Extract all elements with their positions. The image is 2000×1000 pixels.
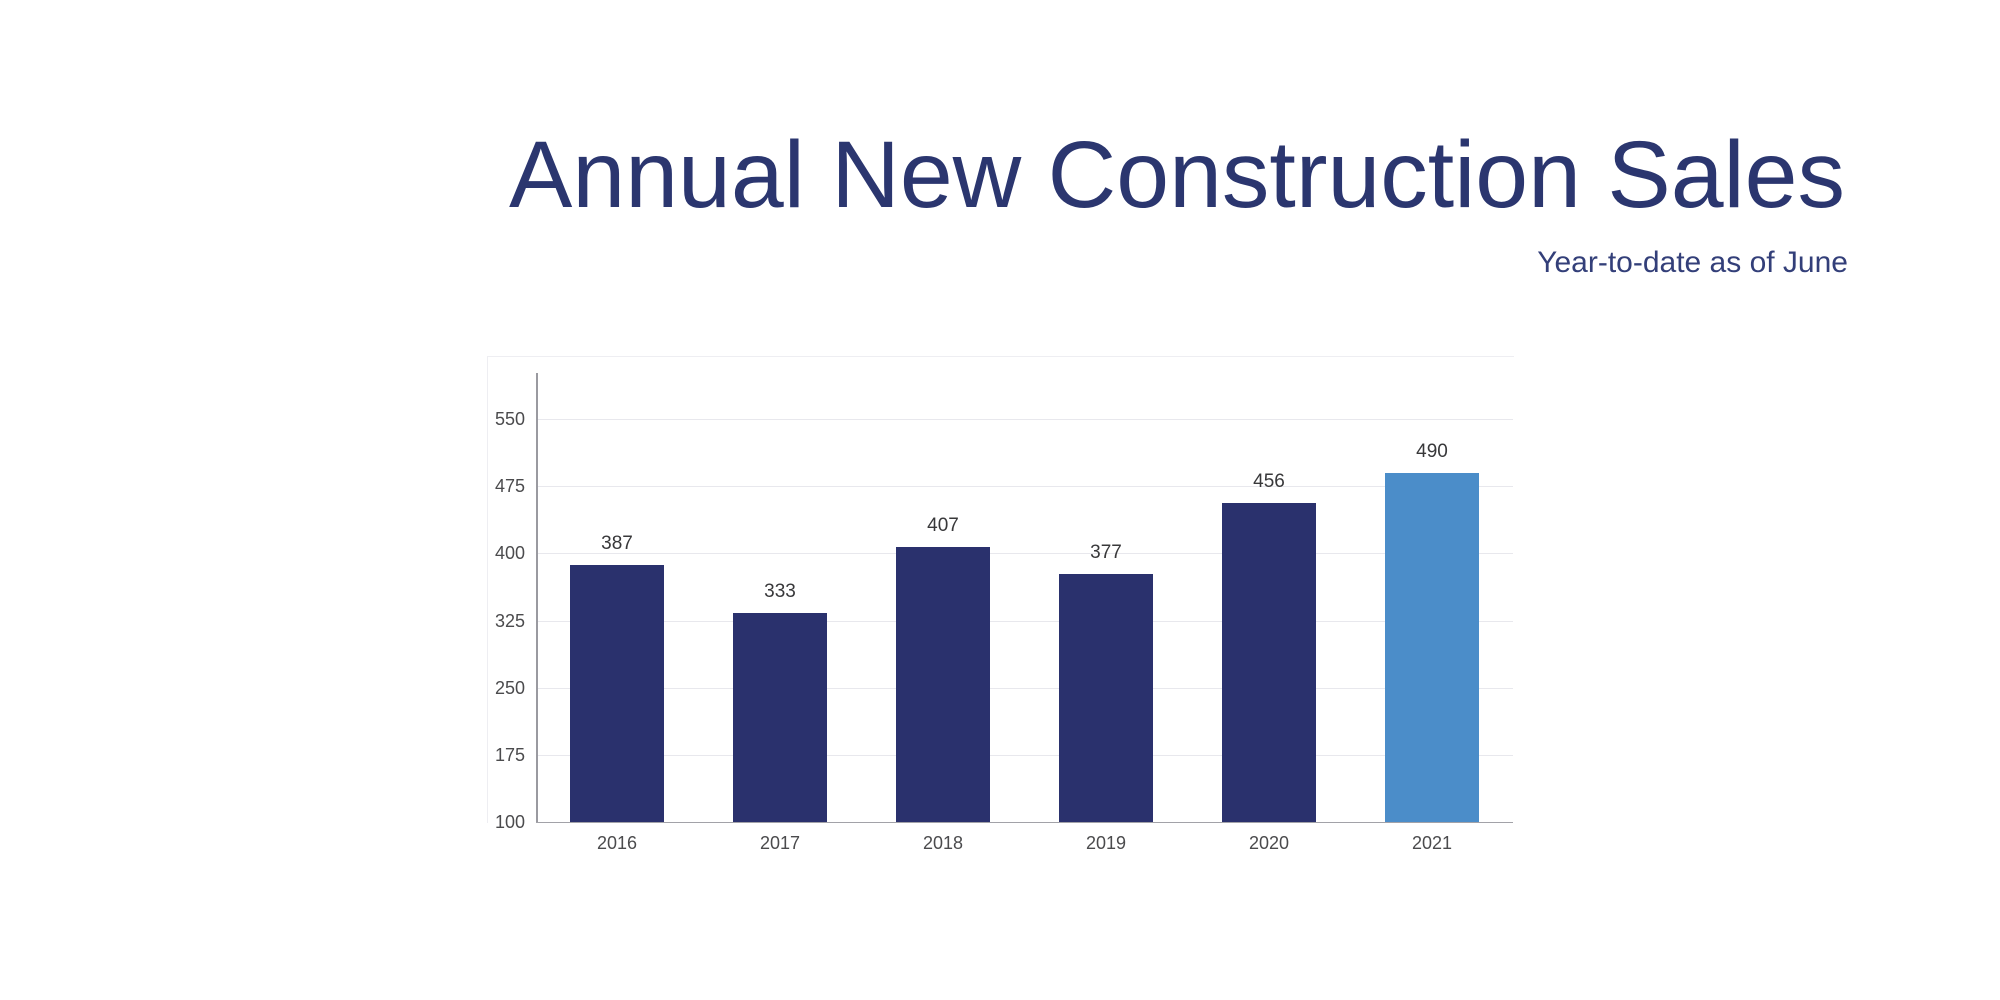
y-axis-tick-label: 250: [494, 678, 525, 698]
bar-2021: [1385, 473, 1479, 822]
y-axis-tick-label: 550: [494, 409, 525, 429]
gridline: [536, 486, 1513, 487]
x-axis-label: 2016: [596, 833, 638, 853]
bar-2020: [1222, 503, 1316, 822]
plot-frame-artifact: [487, 356, 1514, 823]
x-axis-line: [536, 822, 1513, 823]
x-axis-label: 2020: [1248, 833, 1290, 853]
bar-value-label: 387: [601, 533, 633, 554]
y-axis-tick-label: 475: [494, 476, 525, 496]
chart-subtitle: Year-to-date as of June: [1537, 246, 1848, 279]
y-axis-tick-label: 325: [494, 611, 525, 631]
x-axis-label: 2017: [759, 833, 801, 853]
x-axis-label: 2018: [922, 833, 964, 853]
chart-title: Annual New Construction Sales: [509, 122, 1845, 228]
bar-2016: [570, 565, 664, 822]
bar-2017: [733, 613, 827, 822]
y-axis-tick-label: 175: [494, 745, 525, 765]
x-axis-label: 2019: [1085, 833, 1127, 853]
x-axis-label: 2021: [1411, 833, 1453, 853]
gridline: [536, 755, 1513, 756]
bar-value-label: 490: [1416, 441, 1448, 462]
bar-2018: [896, 547, 990, 822]
gridline: [536, 688, 1513, 689]
bar-value-label: 407: [927, 515, 959, 536]
gridline: [536, 621, 1513, 622]
gridline: [536, 553, 1513, 554]
y-axis-tick-label: 100: [494, 812, 525, 832]
bar-value-label: 456: [1253, 471, 1285, 492]
bar-value-label: 333: [764, 581, 796, 602]
y-axis-tick-label: 400: [494, 543, 525, 563]
y-axis-line: [536, 373, 538, 822]
bar-value-label: 377: [1090, 542, 1122, 563]
bar-2019: [1059, 574, 1153, 822]
gridline: [536, 419, 1513, 420]
